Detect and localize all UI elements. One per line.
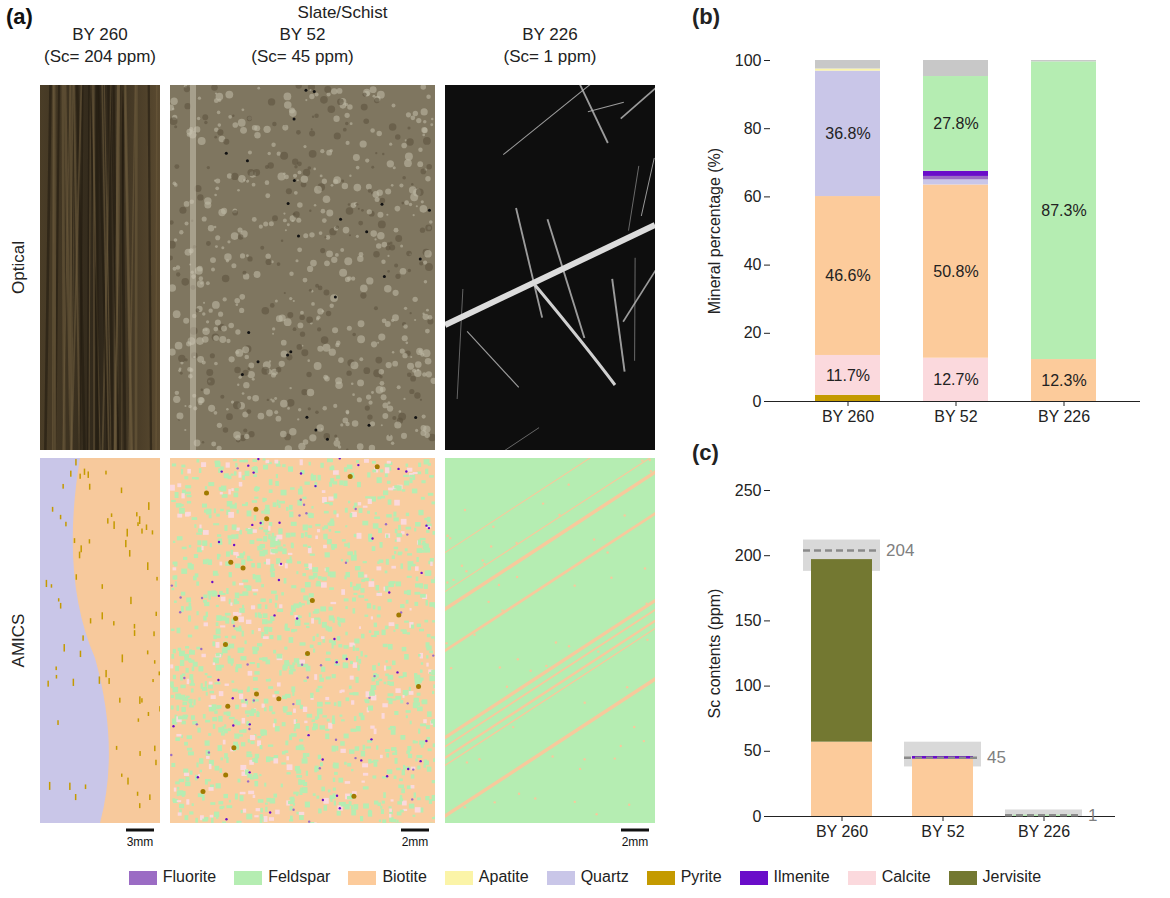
svg-text:BY 260: BY 260 (822, 408, 874, 425)
svg-text:87.3%: 87.3% (1041, 202, 1086, 219)
svg-text:0: 0 (753, 808, 762, 825)
svg-text:Slate/Schist: Slate/Schist (298, 3, 388, 22)
svg-text:(a): (a) (6, 4, 33, 29)
svg-text:0: 0 (753, 393, 762, 410)
html-text:Feldspar: Feldspar (268, 868, 331, 885)
html-text:Jervisite: Jervisite (982, 868, 1042, 885)
svg-text:Mineral percentage (%): Mineral percentage (%) (706, 148, 723, 314)
svg-text:250: 250 (735, 482, 762, 499)
svg-text:2mm: 2mm (622, 835, 649, 849)
html-text:Fluorite: Fluorite (162, 868, 217, 885)
html-text:Calcite: Calcite (881, 868, 931, 885)
svg-text:(Sc= 204 ppm): (Sc= 204 ppm) (44, 47, 156, 66)
svg-text:BY 52: BY 52 (279, 25, 325, 44)
svg-text:12.7%: 12.7% (933, 371, 978, 388)
svg-text:60: 60 (744, 188, 762, 205)
svg-text:(Sc= 1 ppm): (Sc= 1 ppm) (503, 47, 596, 66)
svg-text:50.8%: 50.8% (933, 263, 978, 280)
svg-text:BY 52: BY 52 (934, 408, 977, 425)
svg-text:40: 40 (744, 256, 762, 273)
svg-text:204: 204 (886, 541, 914, 560)
html-text:Quartz: Quartz (580, 868, 629, 885)
svg-text:20: 20 (744, 324, 762, 341)
html-text:(b): (b) (692, 4, 721, 29)
html-text:(c): (c) (692, 440, 719, 465)
svg-text:3mm: 3mm (127, 835, 154, 849)
svg-text:45: 45 (987, 748, 1006, 767)
svg-text:(Sc= 45 ppm): (Sc= 45 ppm) (251, 47, 354, 66)
svg-text:Sc contents (ppm): Sc contents (ppm) (706, 589, 723, 719)
svg-text:200: 200 (735, 547, 762, 564)
svg-text:11.7%: 11.7% (826, 367, 870, 384)
svg-text:36.8%: 36.8% (825, 125, 870, 142)
svg-text:BY 260: BY 260 (72, 25, 127, 44)
svg-text:150: 150 (735, 612, 762, 629)
html-text:Biotite: Biotite (382, 868, 427, 885)
svg-text:80: 80 (744, 120, 762, 137)
svg-text:BY 226: BY 226 (1038, 408, 1090, 425)
html-text:Ilmenite: Ilmenite (773, 868, 830, 885)
svg-text:Optical: Optical (9, 241, 28, 294)
svg-text:1: 1 (1088, 806, 1097, 825)
html-text:Pyrite: Pyrite (680, 868, 722, 885)
svg-text:46.6%: 46.6% (825, 267, 870, 284)
svg-text:12.3%: 12.3% (1041, 372, 1086, 389)
svg-text:BY 226: BY 226 (1018, 823, 1070, 840)
svg-text:BY 226: BY 226 (522, 25, 577, 44)
svg-text:27.8%: 27.8% (933, 115, 978, 132)
svg-text:AMICS: AMICS (9, 614, 28, 668)
svg-text:100: 100 (735, 52, 762, 69)
html-text:Apatite: Apatite (478, 868, 529, 885)
svg-text:2mm: 2mm (402, 835, 429, 849)
svg-text:BY 260: BY 260 (816, 823, 868, 840)
svg-text:50: 50 (744, 742, 762, 759)
svg-text:100: 100 (735, 677, 762, 694)
svg-text:BY 52: BY 52 (921, 823, 964, 840)
